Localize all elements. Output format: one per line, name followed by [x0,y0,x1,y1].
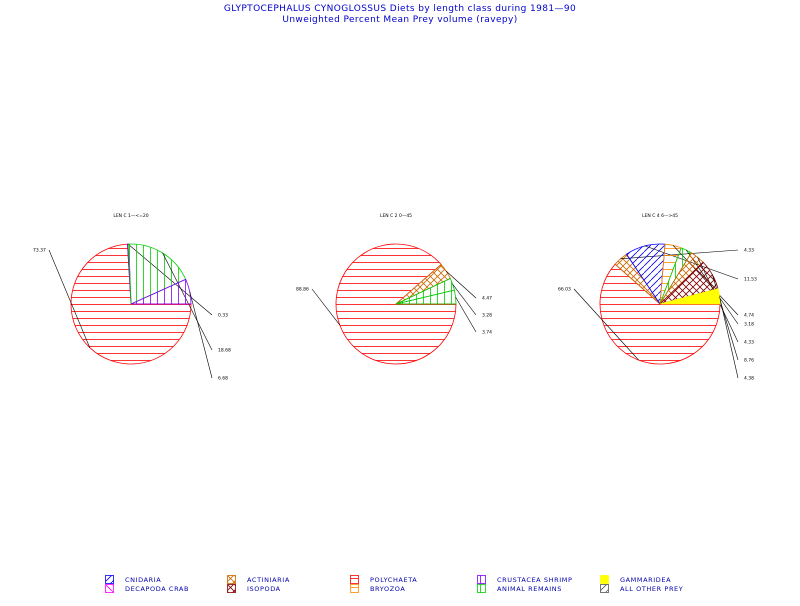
leader-line [48,249,91,348]
legend-swatch [477,575,486,584]
slice-value-label: 3.18 [744,322,754,328]
legend-label: CNIDARIA [125,576,162,584]
pie-chart-3: LEN C 4 6—>45 66.03 4.33 11.53 4.74 3.18 4.33 8… [558,213,757,382]
legend-swatch [105,584,114,593]
pie-slice-crustacea-shrimp [130,278,192,305]
leader-line [445,270,477,299]
legend-swatch [350,584,359,593]
legend-label: GAMMARIDEA [620,576,672,584]
legend-label: CRUSTACEA SHRIMP [497,576,573,584]
legend-swatch [227,575,236,584]
slice-value-label: 4.33 [744,248,754,254]
pie-title: LEN C 2 0—45 [380,213,412,219]
slice-value-label: 4.74 [744,313,754,319]
leader-line [719,296,739,379]
slice-value-label: 88.86 [296,287,309,293]
slice-value-label: 8.76 [744,358,754,364]
pie-slice-polychaeta [335,243,457,365]
pie-slice-animal-remains [128,243,187,305]
legend-swatch [350,575,359,584]
chart-title: GLYPTOCEPHALUS CYNOGLOSSUS Diets by leng… [223,4,577,14]
pie-chart-2: LEN C 2 0—45 88.86 4.47 3.28 3.74 [296,213,492,365]
slice-value-label: 4.47 [482,296,492,302]
pie-slice-animal-remains [395,289,457,305]
legend-label: BRYOZOA [370,585,406,593]
leader-line [311,288,341,326]
chart-title-block: GLYPTOCEPHALUS CYNOGLOSSUS Diets by leng… [0,4,800,26]
leader-line [455,296,477,333]
slice-value-label: 11.53 [744,277,757,283]
leader-line [573,288,639,361]
legend-label: ACTINIARIA [247,576,290,584]
leader-line [189,291,213,379]
legend-swatch [227,584,236,593]
legend-label: DECAPODA CRAB [125,585,190,593]
pie-chart-1: LEN C 1—<=20 73.37 0.33 18.68 6.68 [33,213,231,382]
pie-title: LEN C 1—<=20 [113,213,148,219]
legend-swatch [105,575,114,584]
legend-label: POLYCHAETA [370,576,418,584]
slice-value-label: 6.68 [218,376,228,382]
legend-label: ALL OTHER PREY [620,585,684,593]
slice-value-label: 0.33 [218,313,228,319]
slice-value-label: 18.68 [218,348,231,354]
legend-swatch [600,584,609,593]
slice-value-label: 4.38 [744,376,754,382]
legend-swatch [600,575,609,584]
legend-swatch [477,584,486,593]
pie-title: LEN C 4 6—>45 [642,213,678,219]
slice-value-label: 4.33 [744,340,754,346]
leader-line [452,284,477,316]
slice-value-label: 3.28 [482,313,492,319]
slice-value-label: 73.37 [33,248,46,254]
chart-subtitle: Unweighted Percent Mean Prey volume (rav… [282,15,518,25]
slice-value-label: 3.74 [482,330,492,336]
slice-value-label: 66.03 [558,287,571,293]
legend-label: ISOPODA [247,585,281,593]
legend-label: ANIMAL REMAINS [497,585,562,593]
